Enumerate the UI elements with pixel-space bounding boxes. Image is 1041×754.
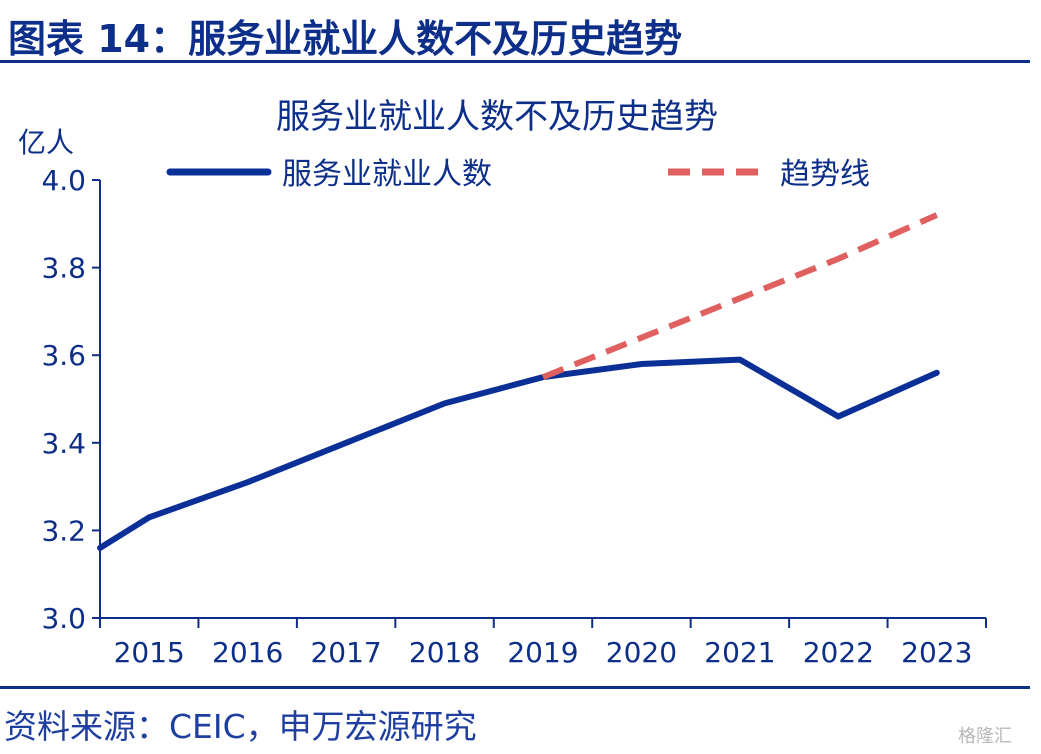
series-main-line xyxy=(97,356,940,551)
y-tick-label: 3.6 xyxy=(41,339,86,372)
x-tick-label: 2022 xyxy=(803,636,874,669)
figure-header: 图表 14：服务业就业人数不及历史趋势 xyxy=(8,4,1033,61)
series-trend-line xyxy=(541,212,939,380)
x-tick-label: 2016 xyxy=(212,636,283,669)
axes: 3.0 3.2 3.4 3.6 3.8 4.0 2015 2016 2017 2018 2019 20… xyxy=(41,164,987,669)
y-tick-label: 3.8 xyxy=(41,252,86,285)
x-tick-label: 2020 xyxy=(606,636,677,669)
y-tick-label: 4.0 xyxy=(41,164,86,197)
legend-label-main: 服务业就业人数 xyxy=(282,157,492,192)
y-axis-unit-label: 亿人 xyxy=(18,126,74,159)
chart-title: 服务业就业人数不及历史趋势 xyxy=(276,97,718,137)
x-tick-label: 2019 xyxy=(507,636,578,669)
series-layer xyxy=(97,212,940,551)
x-tick-label: 2021 xyxy=(704,636,775,669)
x-tick-label: 2015 xyxy=(114,636,185,669)
legend-label-trend: 趋势线 xyxy=(780,157,870,192)
x-tick-label: 2023 xyxy=(901,636,972,669)
y-tick-label: 3.4 xyxy=(41,427,86,460)
line-chart: 服务业就业人数不及历史趋势 亿人 服务业就业人数 趋势线 3.03.23.43.… xyxy=(18,97,987,669)
watermark: 格隆汇 xyxy=(958,726,1012,747)
y-tick-label: 3.2 xyxy=(41,514,86,547)
footer-rule xyxy=(0,686,1030,689)
source-note: 资料来源：CEIC，申万宏源研究 xyxy=(4,707,477,746)
figure-title: 图表 14：服务业就业人数不及历史趋势 xyxy=(8,17,683,61)
x-tick-label: 2017 xyxy=(310,636,381,669)
x-tick-label: 2018 xyxy=(409,636,480,669)
header-rule xyxy=(0,60,1030,63)
y-tick-label: 3.0 xyxy=(41,602,86,635)
